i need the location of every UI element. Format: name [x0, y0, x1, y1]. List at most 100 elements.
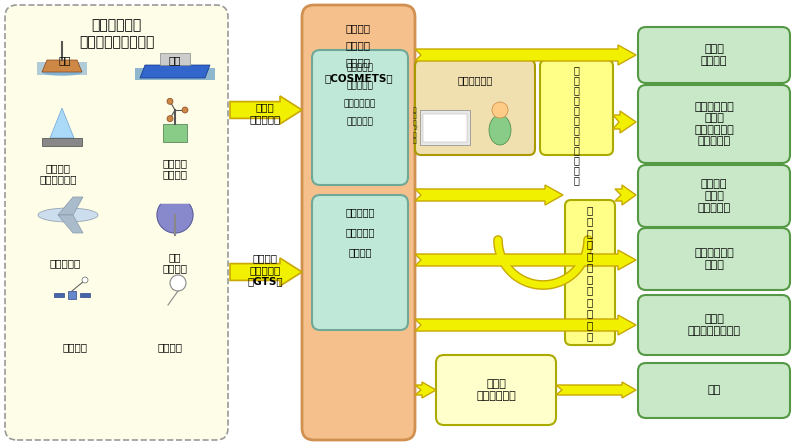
Text: 援: 援 [587, 285, 593, 296]
Text: ／西日本）: ／西日本） [346, 117, 374, 126]
FancyBboxPatch shape [638, 295, 790, 355]
Polygon shape [415, 185, 563, 205]
Text: 民: 民 [587, 205, 593, 215]
Ellipse shape [489, 115, 511, 145]
Text: 高層観測: 高層観測 [158, 342, 182, 352]
Bar [42, 138, 82, 146]
Circle shape [170, 275, 186, 291]
Text: 支: 支 [587, 274, 593, 284]
Text: 国の防災関係
機関等: 国の防災関係 機関等 [694, 248, 734, 270]
Text: 気象情報伝: 気象情報伝 [346, 64, 374, 73]
FancyBboxPatch shape [638, 165, 790, 227]
Text: テ: テ [574, 165, 579, 175]
FancyBboxPatch shape [436, 355, 556, 425]
Text: 気象資料: 気象資料 [346, 23, 371, 33]
FancyBboxPatch shape [638, 228, 790, 290]
Polygon shape [42, 60, 82, 72]
FancyBboxPatch shape [638, 85, 790, 163]
Text: （COSMETS）: （COSMETS） [324, 73, 393, 83]
Polygon shape [415, 315, 636, 335]
Polygon shape [415, 250, 636, 270]
Bar [80, 293, 90, 297]
Bar [163, 124, 187, 142]
FancyBboxPatch shape [638, 363, 790, 418]
Bar [68, 291, 76, 299]
Text: 総合処理: 総合処理 [346, 40, 371, 50]
Text: 気象衛星: 気象衛星 [62, 342, 87, 352]
Polygon shape [415, 382, 436, 398]
Text: システム: システム [348, 247, 372, 257]
Text: 間: 間 [587, 216, 593, 227]
Text: 務: 務 [587, 263, 593, 272]
Polygon shape [556, 382, 636, 398]
Text: 各種気象観測データ: 各種気象観測データ [79, 35, 154, 49]
Polygon shape [50, 108, 74, 138]
Polygon shape [415, 45, 636, 65]
Text: テム（東日本: テム（東日本 [344, 99, 376, 108]
Text: ス: ス [574, 155, 579, 165]
Circle shape [182, 107, 188, 113]
Text: 気象庁
ホームページ: 気象庁 ホームページ [476, 379, 516, 401]
Text: 象: 象 [587, 240, 593, 250]
Text: 民間気象
事業者
報道機関等: 民間気象 事業者 報道機関等 [698, 179, 730, 213]
Text: 地上観測
アメダス: 地上観測 アメダス [162, 158, 187, 180]
FancyBboxPatch shape [415, 60, 535, 155]
Text: ンピュータ: ンピュータ [346, 227, 374, 237]
Text: 国内の
気象通信網: 国内の 気象通信網 [250, 102, 281, 124]
Text: ブイ: ブイ [58, 55, 71, 65]
Circle shape [492, 102, 508, 118]
Text: 国際的な
気象通信網
（GTS）: 国際的な 気象通信網 （GTS） [247, 254, 283, 287]
Polygon shape [37, 62, 87, 75]
Polygon shape [230, 258, 302, 286]
Text: 報: 報 [574, 115, 579, 125]
Circle shape [82, 277, 88, 283]
Polygon shape [157, 204, 193, 233]
Text: 気: 気 [574, 85, 579, 95]
Text: 国の防災関係
機関等
地方公共団体
報道機関等: 国の防災関係 機関等 地方公共団体 報道機関等 [694, 102, 734, 146]
Text: 提: 提 [574, 125, 579, 135]
FancyBboxPatch shape [302, 5, 415, 440]
Ellipse shape [38, 208, 98, 222]
Polygon shape [58, 197, 83, 215]
FancyBboxPatch shape [312, 50, 408, 185]
FancyBboxPatch shape [638, 27, 790, 83]
Text: 外国の
気象機関: 外国の 気象機関 [701, 44, 727, 66]
FancyBboxPatch shape [540, 60, 613, 155]
Text: ウィンド
プロファイラ: ウィンド プロファイラ [39, 163, 77, 185]
Text: スーパーコ: スーパーコ [346, 207, 374, 217]
Text: 送処理シス: 送処理シス [346, 82, 374, 90]
Bar [423, 114, 467, 142]
Text: 供: 供 [574, 135, 579, 145]
Text: ン: ン [587, 309, 593, 319]
Text: 国内・国外の: 国内・国外の [91, 18, 142, 32]
Text: 基
盤
網
2
重
化: 基 盤 網 2 重 化 [413, 107, 417, 144]
Polygon shape [58, 215, 83, 233]
Text: ー: ー [587, 332, 593, 341]
Text: 業: 業 [587, 251, 593, 261]
Text: 防: 防 [574, 65, 579, 75]
Polygon shape [230, 96, 302, 124]
Bar [160, 53, 190, 65]
Polygon shape [135, 68, 215, 80]
Text: セ: セ [587, 297, 593, 307]
Text: 情: 情 [574, 105, 579, 115]
Text: タ: タ [587, 320, 593, 330]
FancyBboxPatch shape [312, 195, 408, 330]
FancyBboxPatch shape [565, 200, 615, 345]
Text: 国民: 国民 [707, 385, 721, 396]
FancyBboxPatch shape [5, 5, 228, 440]
Text: 国内気象官署: 国内気象官署 [458, 75, 493, 85]
Ellipse shape [42, 68, 82, 76]
Text: 気象
レーダー: 気象 レーダー [162, 252, 187, 274]
Polygon shape [613, 111, 636, 133]
Polygon shape [615, 185, 636, 205]
Text: システム: システム [346, 57, 371, 67]
Polygon shape [140, 65, 210, 78]
Text: 船舶等
（無線短波放送）: 船舶等 （無線短波放送） [687, 314, 741, 336]
Bar [54, 293, 64, 297]
Text: 象: 象 [574, 95, 579, 105]
Text: 災: 災 [574, 75, 579, 85]
Text: 気: 気 [587, 228, 593, 238]
Circle shape [167, 99, 173, 104]
Text: 船舶: 船舶 [169, 55, 182, 65]
